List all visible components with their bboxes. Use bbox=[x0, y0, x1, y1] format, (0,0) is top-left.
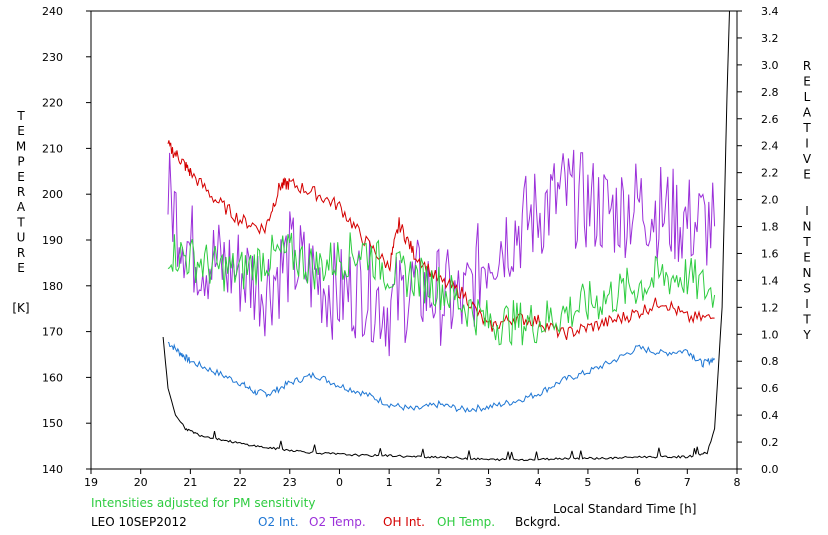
x-tick-label: 21 bbox=[183, 476, 197, 489]
left-axis-label-letter: T bbox=[16, 215, 25, 229]
right-axis-label-letter: A bbox=[803, 106, 812, 120]
y-right-tick-label: 0.8 bbox=[761, 355, 779, 368]
x-tick-label: 8 bbox=[734, 476, 741, 489]
right-axis-label-letter: I bbox=[805, 204, 809, 218]
left-axis-label-letter: M bbox=[16, 139, 26, 153]
y-left-tick-label: 180 bbox=[42, 280, 63, 293]
left-axis-label-letter: P bbox=[17, 155, 24, 169]
y-right-tick-label: 1.4 bbox=[761, 274, 779, 287]
right-axis-label-letter: L bbox=[804, 90, 811, 104]
left-axis-label-letter: E bbox=[17, 124, 25, 138]
right-axis-label-letter: E bbox=[803, 168, 811, 182]
y-right-tick-label: 0.6 bbox=[761, 382, 779, 395]
y-left-tick-label: 160 bbox=[42, 371, 63, 384]
legend-entry: O2 Int. bbox=[258, 515, 299, 529]
y-right-tick-label: 2.2 bbox=[761, 167, 779, 180]
x-tick-label: 6 bbox=[634, 476, 641, 489]
y-left-tick-label: 210 bbox=[42, 142, 63, 155]
series-line bbox=[167, 140, 715, 340]
station-label: LEO 10SEP2012 bbox=[91, 515, 187, 529]
legend-entry: Bckgrd. bbox=[515, 515, 561, 529]
x-tick-label: 23 bbox=[283, 476, 297, 489]
right-axis-label-letter: T bbox=[802, 313, 811, 327]
x-tick-label: 22 bbox=[233, 476, 247, 489]
x-tick-label: 3 bbox=[485, 476, 492, 489]
x-tick-label: 2 bbox=[435, 476, 442, 489]
y-right-tick-label: 1.8 bbox=[761, 221, 779, 234]
y-right-tick-label: 0.2 bbox=[761, 436, 779, 449]
legend-entry: O2 Temp. bbox=[309, 515, 366, 529]
right-axis-label-letter: T bbox=[802, 235, 811, 249]
y-left-tick-label: 240 bbox=[42, 5, 63, 18]
right-axis-label-letter: E bbox=[803, 251, 811, 265]
right-axis-label-letter: Y bbox=[802, 328, 811, 342]
y-left-tick-label: 230 bbox=[42, 51, 63, 64]
left-axis-unit: [K] bbox=[12, 301, 29, 315]
x-tick-label: 19 bbox=[84, 476, 98, 489]
y-right-tick-label: 2.8 bbox=[761, 86, 779, 99]
y-right-tick-label: 2.0 bbox=[761, 194, 779, 207]
right-axis-label-letter: N bbox=[803, 220, 812, 234]
y-right-tick-label: 1.0 bbox=[761, 328, 779, 341]
right-axis-label-letter: S bbox=[803, 282, 811, 296]
left-axis-label-letter: E bbox=[17, 170, 25, 184]
right-axis-label-letter: T bbox=[802, 121, 811, 135]
y-right-tick-label: 3.4 bbox=[761, 5, 779, 18]
x-tick-label: 20 bbox=[134, 476, 148, 489]
y-left-tick-label: 220 bbox=[42, 97, 63, 110]
legend-entry: OH Temp. bbox=[437, 515, 495, 529]
left-axis-label-letter: R bbox=[17, 246, 25, 260]
right-axis-label-letter: I bbox=[805, 137, 809, 151]
left-axis-label-letter: U bbox=[17, 231, 26, 245]
series-line bbox=[167, 232, 716, 347]
left-axis-label-letter: R bbox=[17, 185, 25, 199]
y-left-tick-label: 150 bbox=[42, 417, 63, 430]
x-axis-label: Local Standard Time [h] bbox=[553, 502, 696, 516]
intensity-note: Intensities adjusted for PM sensitivity bbox=[91, 496, 315, 510]
y-right-tick-label: 1.2 bbox=[761, 301, 779, 314]
legend-entry: OH Int. bbox=[383, 515, 425, 529]
y-right-tick-label: 3.2 bbox=[761, 32, 779, 45]
series-line bbox=[167, 149, 716, 357]
y-left-tick-label: 200 bbox=[42, 188, 63, 201]
y-left-tick-label: 140 bbox=[42, 463, 63, 476]
y-right-tick-label: 1.6 bbox=[761, 247, 779, 260]
left-axis-label-letter: E bbox=[17, 261, 25, 275]
y-left-tick-label: 170 bbox=[42, 326, 63, 339]
plot-frame bbox=[90, 10, 738, 470]
right-axis-label-letter: I bbox=[805, 297, 809, 311]
y-right-tick-label: 0.0 bbox=[761, 463, 779, 476]
y-right-tick-label: 3.0 bbox=[761, 59, 779, 72]
left-axis-label-letter: A bbox=[17, 200, 26, 214]
x-tick-label: 0 bbox=[336, 476, 343, 489]
right-axis-label-letter: R bbox=[803, 59, 811, 73]
right-axis-label-letter: V bbox=[803, 152, 812, 166]
y-left-tick-label: 190 bbox=[42, 234, 63, 247]
left-axis-label-letter: T bbox=[16, 109, 25, 123]
right-axis-label-letter: E bbox=[803, 75, 811, 89]
series-line bbox=[162, 10, 730, 462]
x-tick-label: 5 bbox=[584, 476, 591, 489]
series-line bbox=[167, 341, 716, 413]
y-right-tick-label: 2.4 bbox=[761, 140, 779, 153]
x-tick-label: 7 bbox=[684, 476, 691, 489]
y-right-tick-label: 2.6 bbox=[761, 113, 779, 126]
right-axis-label-letter: N bbox=[803, 266, 812, 280]
y-right-tick-label: 0.4 bbox=[761, 409, 779, 422]
x-tick-label: 4 bbox=[535, 476, 542, 489]
x-tick-label: 1 bbox=[386, 476, 393, 489]
